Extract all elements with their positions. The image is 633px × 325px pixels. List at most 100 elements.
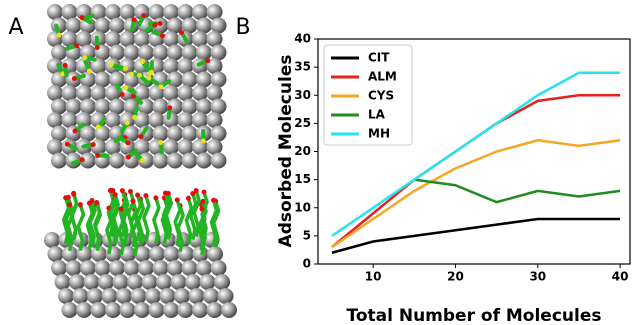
atom bbox=[127, 274, 143, 290]
atom bbox=[156, 274, 172, 290]
atom-o bbox=[118, 206, 124, 212]
atom bbox=[134, 302, 150, 318]
atom bbox=[134, 85, 150, 101]
atom bbox=[109, 44, 125, 61]
atom bbox=[210, 152, 227, 169]
atom bbox=[167, 44, 183, 61]
atom bbox=[47, 85, 63, 101]
atom bbox=[163, 246, 180, 262]
atom bbox=[152, 260, 169, 276]
molecule bbox=[76, 204, 86, 251]
atom-o bbox=[124, 120, 130, 126]
molecule bbox=[209, 199, 219, 247]
atom bbox=[119, 112, 136, 128]
atom-o bbox=[132, 114, 138, 120]
molecular-render bbox=[44, 4, 237, 318]
molecule bbox=[93, 202, 102, 249]
atom-o bbox=[178, 29, 184, 35]
atom bbox=[148, 4, 165, 20]
atom bbox=[61, 85, 78, 101]
atom bbox=[149, 246, 165, 262]
atom bbox=[206, 4, 223, 20]
atom-o bbox=[63, 195, 69, 201]
atom bbox=[51, 98, 67, 115]
atom-o bbox=[125, 140, 131, 146]
molecule bbox=[85, 202, 95, 250]
atom-o bbox=[79, 157, 85, 163]
atom bbox=[134, 112, 150, 128]
atom-o bbox=[64, 141, 70, 147]
atom bbox=[47, 139, 63, 155]
molecule bbox=[65, 204, 75, 252]
atom bbox=[177, 139, 194, 155]
atom-o bbox=[138, 134, 144, 140]
atom bbox=[61, 112, 78, 128]
molecule bbox=[189, 193, 198, 240]
atom-o bbox=[119, 188, 125, 194]
atom-o bbox=[205, 58, 211, 64]
legend-box bbox=[323, 44, 413, 146]
atom bbox=[61, 31, 78, 47]
molecule bbox=[118, 190, 128, 237]
atom bbox=[181, 17, 198, 34]
atom-o bbox=[185, 195, 191, 201]
atom-o bbox=[167, 105, 173, 111]
molecule bbox=[173, 199, 182, 247]
molecule bbox=[133, 194, 143, 242]
molecule bbox=[152, 197, 161, 245]
atom bbox=[177, 302, 194, 318]
atom bbox=[90, 85, 107, 101]
atom-o bbox=[131, 17, 137, 23]
x-tick-label: 40 bbox=[612, 270, 629, 284]
atom bbox=[138, 44, 154, 61]
atom-o bbox=[71, 76, 77, 82]
atom bbox=[210, 17, 227, 34]
atom-o bbox=[62, 62, 68, 68]
atom bbox=[98, 274, 114, 290]
y-tick-label: 15 bbox=[294, 172, 311, 186]
atom bbox=[138, 260, 154, 276]
atom bbox=[119, 302, 136, 318]
atom bbox=[105, 139, 121, 155]
molecule bbox=[70, 193, 79, 241]
atom bbox=[170, 274, 187, 290]
atom-o bbox=[94, 45, 100, 51]
molecule bbox=[198, 208, 207, 256]
atom bbox=[61, 4, 78, 20]
atom bbox=[181, 98, 198, 115]
atom bbox=[134, 246, 151, 262]
atom bbox=[148, 112, 165, 128]
atom bbox=[94, 125, 111, 142]
atom-o bbox=[148, 69, 154, 75]
atom bbox=[61, 302, 78, 318]
atom-o bbox=[153, 195, 159, 201]
atom-o bbox=[94, 200, 100, 206]
atom bbox=[181, 260, 198, 276]
atom bbox=[69, 274, 85, 290]
atom bbox=[109, 98, 125, 115]
atom-o bbox=[211, 197, 217, 203]
atom-o bbox=[127, 189, 133, 195]
atom bbox=[80, 125, 96, 142]
y-tick-label: 30 bbox=[294, 88, 311, 102]
atom bbox=[145, 288, 161, 304]
atom bbox=[112, 274, 129, 290]
atom bbox=[152, 98, 169, 115]
atom bbox=[192, 112, 208, 128]
atom bbox=[185, 274, 201, 290]
molecule bbox=[184, 197, 194, 245]
atom bbox=[109, 71, 125, 88]
atom bbox=[119, 139, 136, 155]
atom-o bbox=[125, 154, 131, 160]
molecule bbox=[111, 194, 120, 241]
atom-o bbox=[74, 43, 80, 49]
atom bbox=[65, 17, 82, 34]
atom-o bbox=[199, 206, 205, 212]
legend-label: MH bbox=[368, 127, 390, 141]
atom bbox=[44, 232, 60, 248]
atom bbox=[192, 4, 208, 20]
atom bbox=[80, 98, 96, 115]
atom bbox=[105, 4, 121, 20]
atom bbox=[206, 139, 223, 155]
